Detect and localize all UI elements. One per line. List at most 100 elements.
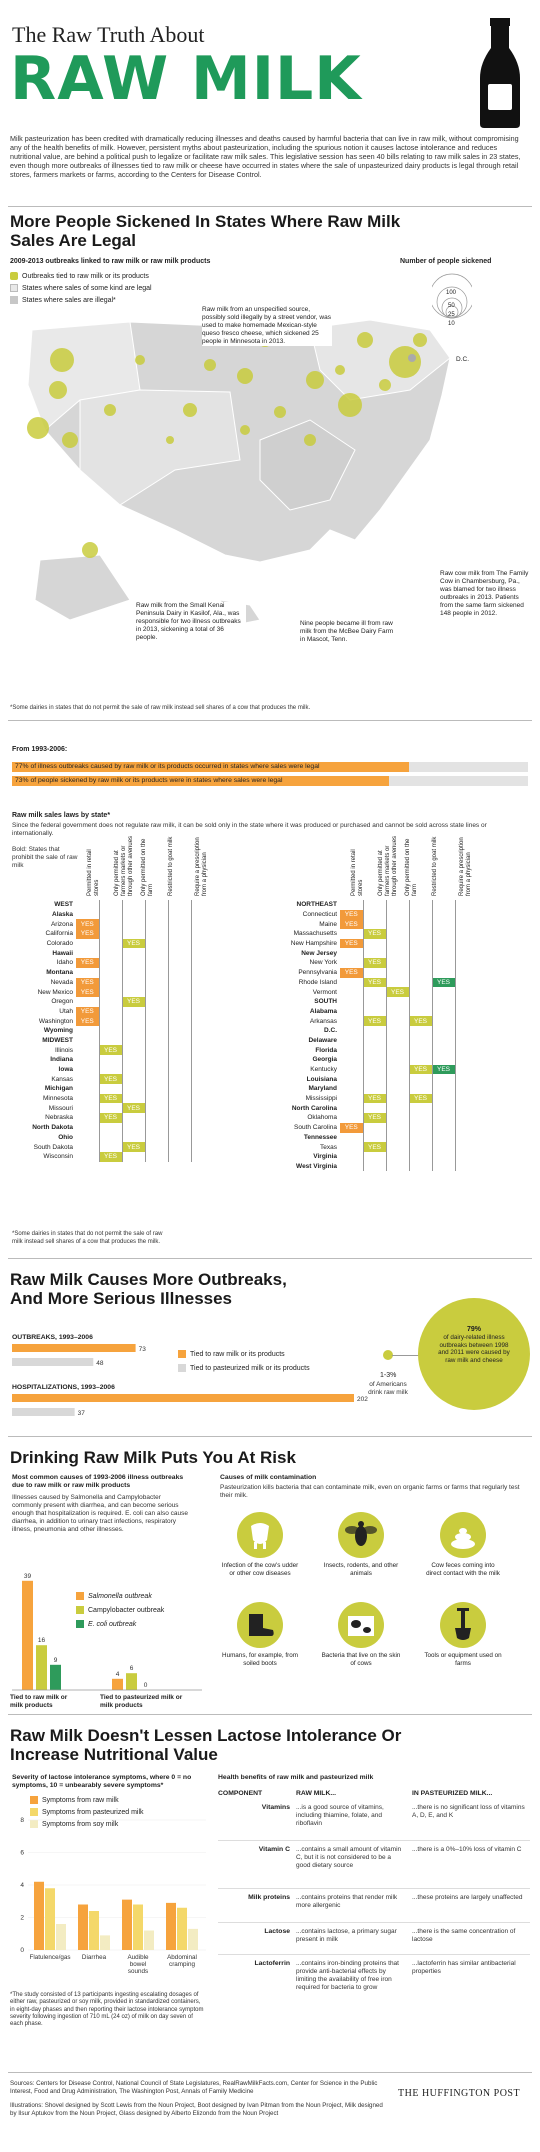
law-state: Alaska	[52, 911, 73, 919]
law-cell: YES	[76, 919, 100, 930]
bar	[45, 1888, 55, 1950]
law-cell: YES	[340, 938, 364, 949]
law-row: Missouri YES	[12, 1103, 192, 1114]
law-row: Kansas YES	[12, 1074, 192, 1085]
law-state: Nevada	[50, 978, 73, 986]
cause-6: Tools or equipment used on farms	[424, 1652, 502, 1667]
y-tick: 6	[20, 1850, 24, 1857]
law-cell	[122, 1064, 146, 1075]
benefit-pasteurized: ...there is no significant loss of vitam…	[412, 1804, 525, 1819]
law-cell	[363, 900, 387, 910]
law-cell	[409, 1025, 433, 1036]
law-cell	[432, 1103, 456, 1114]
bar-value: 16	[38, 1637, 46, 1644]
law-cell	[409, 1113, 433, 1123]
benefit-component: Milk proteins	[248, 1894, 290, 1901]
law-cell	[432, 1055, 456, 1065]
law-cell	[363, 1045, 387, 1055]
law-cell	[168, 996, 192, 1007]
law-cell	[432, 1093, 456, 1104]
bar1993-label-2: 73% of people sickened by raw milk or it…	[15, 777, 283, 784]
law-cell: YES	[99, 1093, 123, 1104]
law-cell	[145, 1025, 169, 1036]
legend-salmonella: Salmonella outbreak	[76, 1592, 152, 1600]
law-cell	[145, 1035, 169, 1046]
law-cell	[409, 929, 433, 939]
law-cell: YES	[386, 987, 410, 997]
section1-title: More People Sickened In States Where Raw…	[10, 212, 401, 250]
law-cell: YES	[99, 1151, 123, 1162]
bar-value: 202	[357, 1396, 368, 1403]
law-cell: YES	[76, 987, 100, 997]
law-cell	[363, 919, 387, 930]
benefit-raw: ...contains lactose, a primary sugar pre…	[296, 1928, 397, 1943]
law-cell	[76, 1103, 100, 1114]
law-row: Arizona YES	[12, 919, 192, 930]
law-cell	[409, 1084, 433, 1094]
y-tick: 2	[20, 1915, 24, 1922]
size-10: 10	[448, 321, 455, 327]
law-state: Wisconsin	[43, 1153, 73, 1161]
law-col-header: Only permitted on the farm	[405, 838, 418, 896]
law-cell	[145, 1093, 169, 1104]
law-cell	[386, 958, 410, 968]
law-cell	[99, 919, 123, 930]
law-cell: YES	[409, 1093, 433, 1104]
law-state: Oklahoma	[307, 1114, 337, 1122]
law-cell	[340, 1035, 364, 1046]
law-cell	[145, 958, 169, 968]
law-cell	[386, 1064, 410, 1075]
law-cell	[168, 1074, 192, 1085]
law-state: Montana	[46, 969, 73, 977]
law-row: Indiana	[12, 1055, 192, 1065]
law-cell	[168, 1084, 192, 1094]
law-state: Illinois	[54, 1046, 73, 1054]
law-cell: YES	[122, 938, 146, 949]
law-state: Iowa	[58, 1066, 73, 1074]
legend-campylobacter: Campylobacter outbreak	[76, 1606, 164, 1614]
law-cell	[99, 1055, 123, 1065]
law-cell	[340, 996, 364, 1007]
law-row: Michigan	[12, 1084, 192, 1094]
stat-circle-pct: 79%	[466, 1326, 481, 1333]
outbreaks-label: OUTBREAKS, 1993–2006	[12, 1334, 93, 1341]
law-row: Arkansas YES YES	[276, 1016, 456, 1026]
cause-4: Humans, for example, from soiled boots	[222, 1652, 298, 1667]
law-state: Minnesota	[43, 1095, 73, 1103]
law-cell	[99, 996, 123, 1007]
pathogens-chart: 39 16 9 4 6 0	[12, 1573, 202, 1691]
law-cell	[432, 958, 456, 968]
law-cell	[76, 938, 100, 949]
law-state: Ohio	[58, 1133, 73, 1141]
main-title: RAW MILK	[10, 44, 362, 114]
law-cell	[145, 1084, 169, 1094]
law-row: Kentucky YES YES	[276, 1064, 456, 1075]
x-tick: cramping	[169, 1961, 195, 1968]
law-row: Connecticut YES	[276, 909, 456, 920]
size-legend-title: Number of people sickened	[400, 258, 492, 265]
law-cell	[409, 987, 433, 997]
law-cell	[122, 919, 146, 930]
law-cell	[122, 1074, 146, 1085]
law-cell	[99, 958, 123, 968]
laws-bold-note: Bold: States that prohibit the sale of r…	[12, 846, 78, 869]
law-row: Louisiana	[276, 1074, 456, 1085]
law-cell	[409, 938, 433, 949]
law-row: West Virginia	[276, 1161, 456, 1172]
law-cell	[168, 1103, 192, 1114]
bar-value: 73	[139, 1346, 147, 1353]
law-cell	[432, 948, 456, 959]
law-cell	[99, 1142, 123, 1152]
law-cell	[122, 958, 146, 968]
law-cell	[122, 929, 146, 939]
law-state: Delaware	[308, 1036, 337, 1044]
law-cell	[99, 967, 123, 978]
law-row: Virginia	[276, 1151, 456, 1162]
law-cell	[340, 1016, 364, 1026]
bar-value: 37	[78, 1410, 86, 1417]
law-cell	[386, 1084, 410, 1094]
law-cell	[76, 1113, 100, 1123]
law-cell	[76, 909, 100, 920]
law-state: Kansas	[51, 1075, 73, 1083]
law-state: California	[45, 930, 73, 938]
